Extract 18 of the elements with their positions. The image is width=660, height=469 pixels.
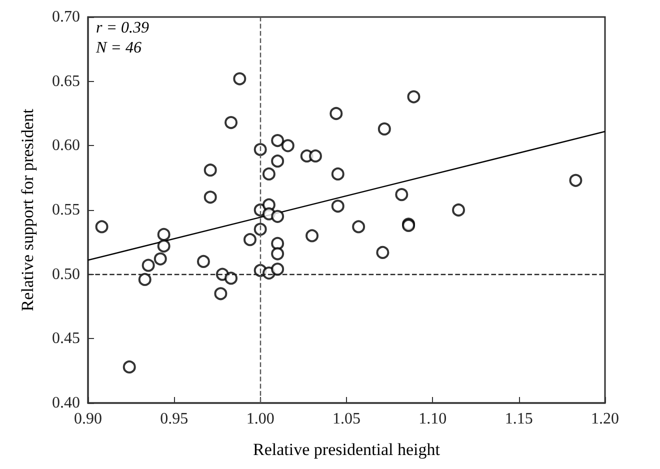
y-tick-label: 0.55 xyxy=(52,202,80,218)
y-tick-label: 0.60 xyxy=(52,137,80,154)
x-tick-label: 1.00 xyxy=(246,410,274,428)
annotation: r = 0.39 xyxy=(96,20,150,36)
x-tick-label: 0.95 xyxy=(160,410,188,428)
y-tick-label: 0.50 xyxy=(52,266,80,283)
y-axis-title: Relative support for president xyxy=(18,108,37,312)
x-tick-label: 0.90 xyxy=(74,410,102,428)
y-tick-label: 0.40 xyxy=(52,394,80,412)
x-axis-title: Relative presidential height xyxy=(253,440,440,459)
annotation: N = 46 xyxy=(95,40,142,56)
x-tick-label: 1.15 xyxy=(504,410,533,428)
y-tick-label: 0.45 xyxy=(52,330,80,348)
y-tick-label: 0.65 xyxy=(52,72,80,90)
x-tick-label: 1.20 xyxy=(591,410,619,428)
x-tick-label: 1.10 xyxy=(418,410,447,428)
y-tick-label: 0.70 xyxy=(52,8,80,26)
x-tick-label: 1.05 xyxy=(332,410,360,428)
